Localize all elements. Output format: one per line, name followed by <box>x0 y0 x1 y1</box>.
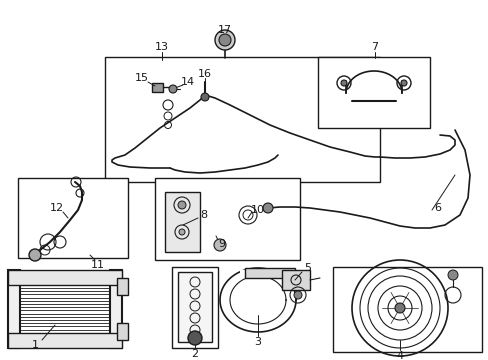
Bar <box>164 192 200 252</box>
Bar <box>8 270 20 348</box>
Circle shape <box>293 291 302 299</box>
Text: 13: 13 <box>155 42 169 52</box>
Circle shape <box>29 249 41 261</box>
Text: 1: 1 <box>31 340 39 350</box>
Text: 10: 10 <box>250 205 264 215</box>
Circle shape <box>169 85 177 93</box>
Text: 12: 12 <box>50 203 64 213</box>
Text: 3: 3 <box>254 337 261 347</box>
Bar <box>155 178 299 260</box>
Bar <box>240 270 297 275</box>
Text: 4: 4 <box>396 351 403 360</box>
Bar <box>172 267 218 348</box>
Text: 7: 7 <box>371 42 378 52</box>
Circle shape <box>178 201 185 209</box>
Text: 5: 5 <box>304 263 311 273</box>
Bar <box>8 333 122 348</box>
Text: 16: 16 <box>198 69 212 79</box>
Circle shape <box>201 93 208 101</box>
Circle shape <box>187 331 202 345</box>
Text: 14: 14 <box>181 77 195 87</box>
Bar <box>105 57 379 182</box>
Bar <box>244 268 294 278</box>
Circle shape <box>340 80 346 86</box>
Circle shape <box>400 80 406 86</box>
Circle shape <box>214 239 225 251</box>
Text: 17: 17 <box>218 25 232 35</box>
Text: 11: 11 <box>91 260 105 270</box>
Circle shape <box>179 229 184 235</box>
Bar <box>117 323 128 340</box>
Bar <box>178 272 212 342</box>
Bar <box>332 267 481 352</box>
Text: 15: 15 <box>135 73 149 83</box>
Text: 9: 9 <box>218 239 225 249</box>
Circle shape <box>219 34 230 46</box>
Bar <box>18 178 128 258</box>
Bar <box>282 270 309 290</box>
Circle shape <box>447 270 457 280</box>
Text: 8: 8 <box>200 210 207 220</box>
Bar <box>117 278 128 295</box>
Text: 6: 6 <box>434 203 441 213</box>
Circle shape <box>263 203 272 213</box>
Bar <box>110 270 122 348</box>
Bar <box>152 83 163 92</box>
Bar <box>317 57 429 128</box>
Text: 2: 2 <box>191 349 198 359</box>
Circle shape <box>215 30 235 50</box>
Circle shape <box>394 303 404 313</box>
Bar <box>8 270 122 285</box>
